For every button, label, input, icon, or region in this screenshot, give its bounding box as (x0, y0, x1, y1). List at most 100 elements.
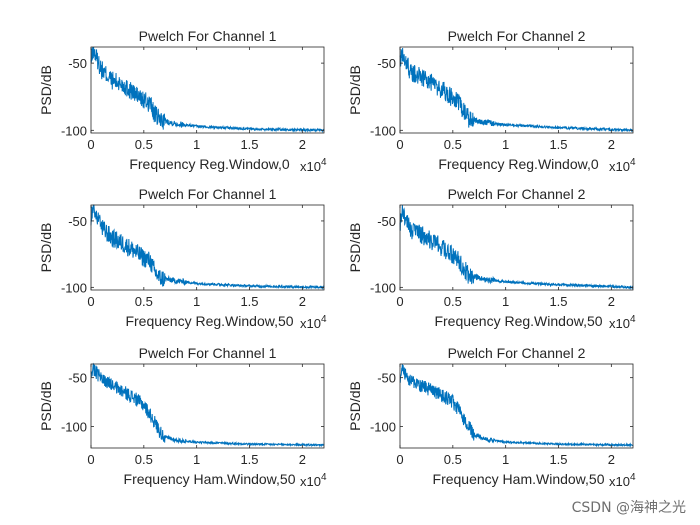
axes-frame (399, 204, 634, 291)
x-tick-label: 0.5 (444, 452, 462, 467)
exponent-base: x10 (300, 159, 321, 174)
subplot-4: 0 0.5 1 1.5 2 -100 -50 Pwelch For Channel 2 Freq… (347, 186, 636, 331)
axes-frame (90, 204, 325, 291)
exponent-base: x10 (609, 316, 630, 331)
y-tick-label: -50 (377, 56, 396, 71)
x-tick-label: 0 (396, 137, 403, 152)
axes-frame (399, 46, 634, 134)
subplot-6: 0 0.5 1 1.5 2 -100 -50 Pwelch For Channel 2 Freq… (347, 345, 636, 489)
subplot-title: Pwelch For Channel 1 (139, 345, 277, 361)
subplot-3: 0 0.5 1 1.5 2 -100 -50 Pwelch For Channel 1 Freq… (38, 186, 327, 331)
y-tick-label: -100 (370, 123, 396, 138)
axes-background (400, 364, 633, 448)
y-axis-label: PSD/dB (38, 381, 54, 431)
psd-series-line (399, 204, 634, 290)
x-tick-label: 1 (193, 137, 200, 152)
x-tick-label: 2 (608, 294, 615, 309)
x-tick-label: 1 (193, 294, 200, 309)
x-tick-label: 2 (608, 452, 615, 467)
y-tick-label: -100 (370, 420, 396, 435)
axes-background (400, 47, 633, 133)
x-axis-label: Frequency Ham.Window,50 (433, 471, 605, 487)
exponent-power: 4 (630, 472, 636, 483)
x-tick-label: 1.5 (549, 452, 567, 467)
x-tick-label: 0 (396, 452, 403, 467)
x-tick-label: 0 (87, 294, 94, 309)
y-tick-label: -100 (370, 280, 396, 295)
y-axis-label: PSD/dB (38, 223, 54, 273)
y-axis-label: PSD/dB (347, 65, 363, 115)
x-axis-label: Frequency Ham.Window,50 (124, 471, 296, 487)
exponent-power: 4 (630, 157, 636, 168)
x-tick-label: 1.5 (549, 137, 567, 152)
exponent-power: 4 (630, 314, 636, 325)
x-tick-label: 1.5 (240, 452, 258, 467)
y-axis-label: PSD/dB (347, 223, 363, 273)
psd-series-line (399, 47, 634, 133)
x-tick-label: 0.5 (135, 137, 153, 152)
exponent-power: 4 (321, 472, 327, 483)
x-tick-label: 0.5 (444, 137, 462, 152)
x-tick-label: 1 (193, 452, 200, 467)
x-axis-exponent: x104 (609, 314, 636, 331)
psd-series-line (399, 363, 634, 448)
y-axis-label: PSD/dB (347, 381, 363, 431)
axes-background (91, 364, 324, 448)
exponent-base: x10 (300, 316, 321, 331)
x-tick-label: 0.5 (444, 294, 462, 309)
x-tick-label: 1 (502, 452, 509, 467)
x-axis-exponent: x104 (300, 157, 327, 174)
psd-series-line (90, 204, 325, 290)
subplot-title: Pwelch For Channel 1 (139, 186, 277, 202)
y-tick-label: -50 (68, 214, 87, 229)
x-tick-label: 0 (87, 137, 94, 152)
axes-background (91, 205, 324, 290)
x-axis-exponent: x104 (609, 157, 636, 174)
psd-series-line (90, 362, 325, 448)
y-tick-label: -50 (68, 56, 87, 71)
subplot-2: 0 0.5 1 1.5 2 -100 -50 Pwelch For Channel 2 Freq… (347, 28, 636, 174)
x-tick-label: 2 (299, 137, 306, 152)
x-axis-label: Frequency Reg.Window,0 (129, 156, 290, 172)
y-axis-label: PSD/dB (38, 65, 54, 115)
x-axis-exponent: x104 (609, 472, 636, 489)
y-tick-label: -50 (68, 371, 87, 386)
x-tick-label: 0.5 (135, 452, 153, 467)
subplot-title: Pwelch For Channel 2 (448, 186, 586, 202)
x-tick-label: 1.5 (549, 294, 567, 309)
exponent-base: x10 (609, 474, 630, 489)
y-tick-label: -100 (61, 280, 87, 295)
x-tick-label: 2 (299, 294, 306, 309)
x-tick-label: 0 (396, 294, 403, 309)
x-axis-label: Frequency Reg.Window,50 (434, 313, 602, 329)
exponent-base: x10 (300, 474, 321, 489)
y-tick-label: -50 (377, 371, 396, 386)
subplot-1: 0 0.5 1 1.5 2 -100 -50 Pwelch For Channel 1 Freq… (38, 28, 327, 174)
x-axis-label: Frequency Reg.Window,50 (125, 313, 293, 329)
x-axis-label: Frequency Reg.Window,0 (438, 156, 599, 172)
x-tick-label: 1 (502, 294, 509, 309)
subplot-title: Pwelch For Channel 2 (448, 345, 586, 361)
y-tick-label: -100 (61, 123, 87, 138)
subplot-title: Pwelch For Channel 1 (139, 28, 277, 44)
y-tick-label: -100 (61, 420, 87, 435)
axes-frame (399, 363, 634, 449)
axes-frame (90, 363, 325, 449)
y-tick-label: -50 (377, 214, 396, 229)
exponent-power: 4 (321, 314, 327, 325)
subplot-5: 0 0.5 1 1.5 2 -100 -50 Pwelch For Channel 1 Freq… (38, 345, 327, 489)
x-axis-exponent: x104 (300, 314, 327, 331)
axes-frame (90, 46, 325, 134)
exponent-power: 4 (321, 157, 327, 168)
exponent-base: x10 (609, 159, 630, 174)
watermark: CSDN @海神之光 (571, 500, 686, 516)
x-tick-label: 1 (502, 137, 509, 152)
subplot-title: Pwelch For Channel 2 (448, 28, 586, 44)
x-tick-label: 0.5 (135, 294, 153, 309)
x-tick-label: 0 (87, 452, 94, 467)
x-tick-label: 1.5 (240, 137, 258, 152)
x-tick-label: 2 (299, 452, 306, 467)
x-tick-label: 1.5 (240, 294, 258, 309)
x-axis-exponent: x104 (300, 472, 327, 489)
